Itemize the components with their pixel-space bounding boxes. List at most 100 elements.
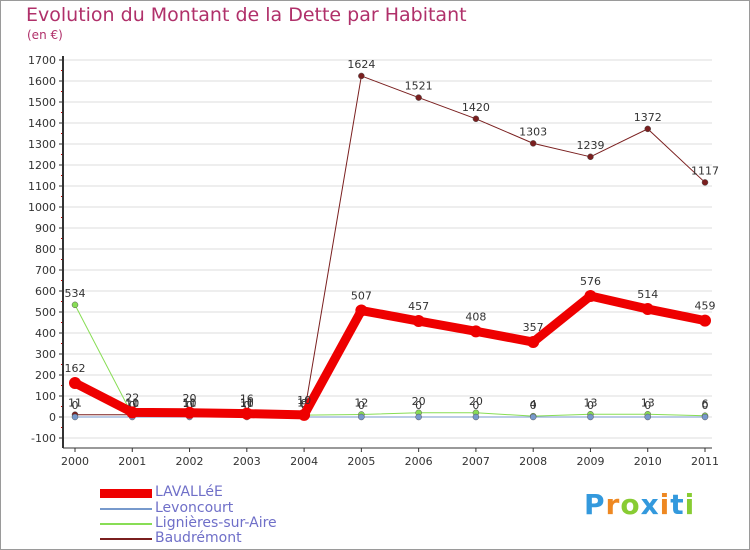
- data-label-lavallee: 514: [637, 288, 658, 301]
- data-point-lavallee: [240, 407, 253, 420]
- data-label-baudremont: 1303: [519, 125, 547, 138]
- data-point-levoncourt: [644, 413, 651, 421]
- data-label-levoncourt: 0: [644, 399, 651, 412]
- y-tick-label: 1300: [28, 138, 56, 151]
- proxiti-logo-letter: i: [684, 488, 696, 521]
- series-line-lignieres-sur-aire: [74, 304, 706, 417]
- data-point-lavallee: [527, 336, 540, 349]
- x-tick-label: 2000: [61, 455, 89, 468]
- data-label-lignieres-sur-aire: 10: [240, 397, 254, 410]
- data-label-lignieres-sur-aire: 12: [354, 396, 368, 409]
- legend-swatch-lavallee: [100, 489, 152, 498]
- data-label-lavallee: 408: [465, 310, 486, 323]
- y-tick-label: 600: [35, 285, 56, 298]
- data-label-lavallee: 16: [240, 393, 254, 406]
- data-label-baudremont: 1239: [576, 139, 604, 152]
- data-label-levoncourt: 0: [587, 399, 594, 412]
- y-tick-label: 0: [49, 411, 56, 424]
- data-point-levoncourt: [472, 413, 480, 421]
- proxiti-logo-letter: i: [659, 488, 671, 521]
- data-label-baudremont: 11: [68, 397, 82, 410]
- data-point-baudremont: [358, 72, 365, 80]
- data-point-levoncourt: [529, 413, 537, 421]
- x-tick-label: 2006: [405, 455, 433, 468]
- data-point-baudremont: [472, 115, 480, 123]
- data-label-lavallee: 22: [125, 391, 139, 404]
- data-label-lavallee: 162: [65, 362, 86, 375]
- data-label-baudremont: 1624: [347, 58, 375, 71]
- data-point-baudremont: [415, 94, 422, 101]
- data-point-levoncourt: [71, 413, 79, 421]
- data-label-levoncourt: 0: [243, 399, 250, 412]
- proxiti-logo-letter: P: [584, 488, 606, 521]
- data-label-lavallee: 576: [580, 275, 601, 288]
- data-point-lavallee: [355, 304, 368, 317]
- legend-label-lavallee: LAVALLéE: [155, 484, 223, 500]
- proxiti-logo-letter: x: [640, 488, 660, 521]
- y-tick-label: 1000: [28, 201, 56, 214]
- data-point-baudremont: [529, 140, 537, 147]
- proxiti-logo-letter: o: [620, 488, 641, 521]
- data-point-lavallee: [469, 325, 482, 338]
- chart-subtitle: (en €): [27, 28, 63, 42]
- data-label-levoncourt: 0: [301, 399, 308, 412]
- data-point-baudremont: [701, 179, 709, 186]
- x-tick-label: 2004: [290, 455, 318, 468]
- data-point-lavallee: [183, 406, 196, 419]
- legend-label-baudremont: Baudrémont: [155, 530, 242, 546]
- data-point-baudremont: [644, 125, 651, 133]
- data-point-levoncourt: [415, 413, 422, 421]
- y-tick-label: 400: [35, 327, 56, 340]
- data-label-lavallee: 459: [695, 300, 716, 313]
- x-tick-label: 2001: [118, 455, 146, 468]
- data-label-lignieres-sur-aire: 534: [65, 287, 86, 300]
- y-tick-label: 500: [35, 306, 56, 319]
- y-tick-label: 900: [35, 222, 56, 235]
- legend-label-levoncourt: Levoncourt: [155, 500, 234, 516]
- data-label-levoncourt: 0: [530, 399, 537, 412]
- data-label-levoncourt: 0: [129, 399, 136, 412]
- data-label-lignieres-sur-aire: 10: [183, 397, 197, 410]
- data-point-baudremont: [587, 153, 594, 161]
- data-label-levoncourt: 0: [72, 399, 79, 412]
- x-tick-label: 2003: [233, 455, 261, 468]
- x-tick-label: 2005: [347, 455, 375, 468]
- series-line-baudremont: [74, 75, 706, 416]
- proxiti-logo-letter: t: [670, 488, 685, 521]
- x-tick-label: 2008: [519, 455, 547, 468]
- data-label-lignieres-sur-aire: 6: [702, 398, 709, 411]
- data-label-lavallee: 20: [183, 392, 197, 405]
- data-point-levoncourt: [701, 413, 709, 421]
- data-label-baudremont: 1521: [405, 80, 433, 93]
- y-tick-label: 1100: [28, 180, 56, 193]
- y-tick-label: 1700: [28, 54, 56, 67]
- data-label-levoncourt: 0: [702, 399, 709, 412]
- data-label-lavallee: 457: [408, 300, 429, 313]
- data-point-lavallee: [584, 290, 597, 303]
- data-label-baudremont: 1420: [462, 101, 490, 114]
- proxiti-logo: Proxiti: [584, 488, 695, 521]
- data-label-lignieres-sur-aire: 4: [530, 398, 537, 411]
- data-point-lignieres-sur-aire: [71, 301, 79, 309]
- y-tick-label: 300: [35, 348, 56, 361]
- data-label-levoncourt: 0: [186, 399, 193, 412]
- legend-swatch-levoncourt: [100, 508, 152, 510]
- y-tick-label: 1500: [28, 96, 56, 109]
- x-tick-label: 2010: [634, 455, 662, 468]
- data-label-baudremont: 11: [183, 397, 197, 410]
- data-point-lavallee: [641, 303, 654, 316]
- x-tick-label: 2007: [462, 455, 490, 468]
- data-label-baudremont: 1372: [634, 111, 662, 124]
- y-tick-label: 1600: [28, 75, 56, 88]
- data-label-lavallee: 507: [351, 290, 372, 303]
- data-label-lavallee: 10: [297, 394, 311, 407]
- data-label-lignieres-sur-aire: 13: [583, 396, 597, 409]
- x-tick-label: 2011: [691, 455, 719, 468]
- data-point-lavallee: [69, 376, 81, 389]
- data-point-lavallee: [126, 406, 139, 419]
- y-tick-label: 700: [35, 264, 56, 277]
- legend-swatch-baudremont: [100, 538, 152, 540]
- data-point-lavallee: [412, 315, 425, 328]
- data-point-lavallee: [298, 408, 311, 421]
